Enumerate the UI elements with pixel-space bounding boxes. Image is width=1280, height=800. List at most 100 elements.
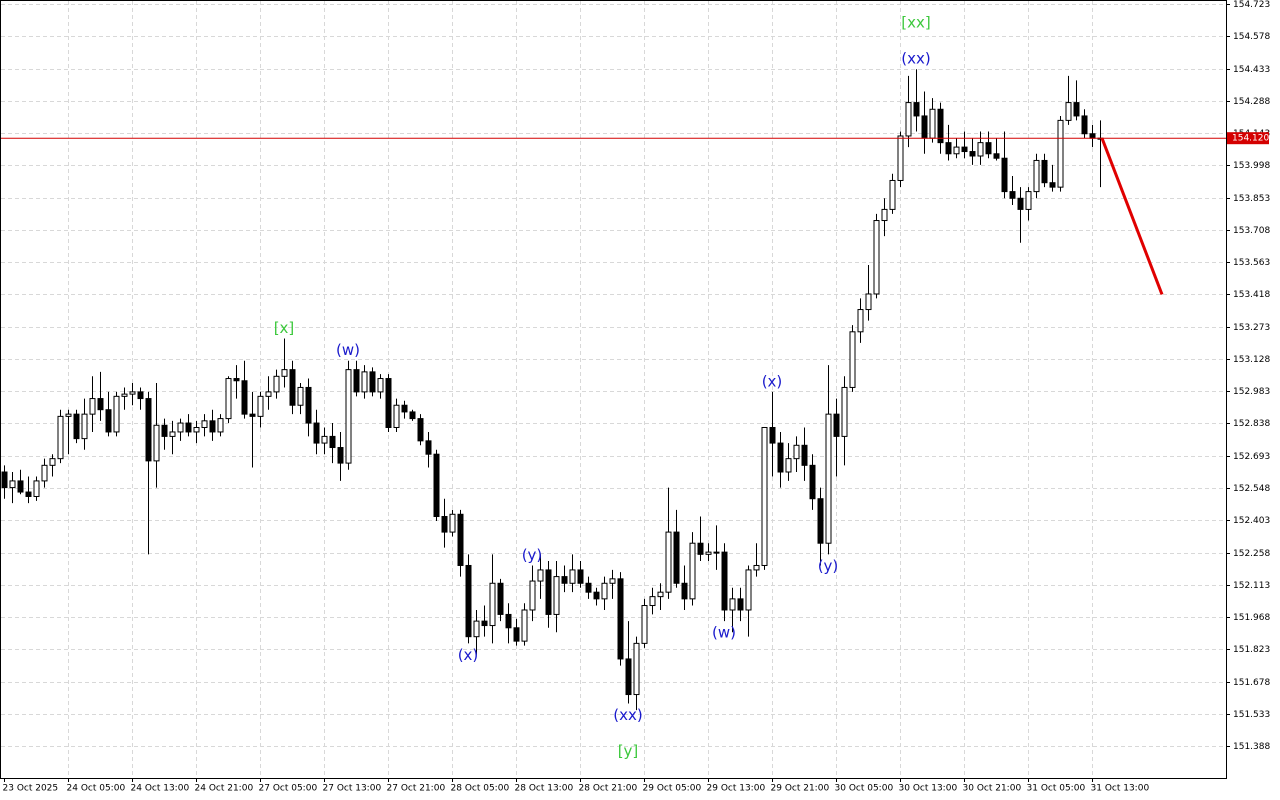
y-tick-label: 151.678 (1233, 678, 1270, 688)
candle-body (441, 516, 448, 533)
x-tick-label: 24 Oct 05:00 (67, 784, 126, 794)
x-tick-label: 27 Oct 21:00 (387, 784, 446, 794)
candle-body (993, 153, 1000, 159)
y-tick-label: 151.388 (1233, 742, 1270, 752)
y-tick-label: 151.968 (1233, 613, 1270, 623)
candle-body (369, 371, 376, 393)
candle-body (753, 564, 760, 571)
y-tick-label: 154.723 (1233, 0, 1270, 10)
candle-body (817, 498, 824, 544)
candle-body (1081, 115, 1088, 135)
candle-body (745, 569, 752, 611)
candle-body (73, 413, 80, 440)
candle-body (641, 605, 648, 644)
candle-body (1, 471, 8, 489)
candle-body (633, 642, 640, 696)
candle-body (897, 135, 904, 181)
y-tick-label: 152.403 (1233, 516, 1270, 526)
candle-body (841, 386, 848, 437)
y-tick-label: 152.258 (1233, 549, 1270, 559)
candle-body (9, 480, 16, 489)
candle-body (1033, 159, 1040, 193)
candle-body (857, 309, 864, 333)
x-tick-label: 30 Oct 13:00 (899, 784, 958, 794)
candle-body (737, 598, 744, 611)
candle-body (97, 398, 104, 411)
y-tick-label: 152.113 (1233, 581, 1270, 591)
candle-body (801, 444, 808, 466)
current-price-label: 154.120 (1232, 134, 1269, 144)
candle-body (953, 146, 960, 155)
candle-body (201, 420, 208, 428)
candle-body (681, 582, 688, 600)
x-tick-label: 29 Oct 13:00 (707, 784, 766, 794)
x-tick-label: 28 Oct 05:00 (451, 784, 510, 794)
candle-body (769, 426, 776, 444)
wave-label: (xx) (613, 706, 642, 724)
candle-body (385, 378, 392, 428)
x-tick-label: 28 Oct 21:00 (579, 784, 638, 794)
candle-body (865, 293, 872, 311)
y-tick-label: 152.548 (1233, 484, 1270, 494)
y-tick-label: 152.838 (1233, 419, 1270, 429)
candle-body (833, 413, 840, 437)
y-tick-label: 154.288 (1233, 97, 1270, 107)
y-tick-label: 154.578 (1233, 32, 1270, 42)
candle-body (561, 576, 568, 584)
candle-body (673, 531, 680, 584)
candle-body (505, 613, 512, 629)
candle-body (929, 108, 936, 139)
candle-body (521, 609, 528, 642)
x-tick-label: 29 Oct 05:00 (643, 784, 702, 794)
candle-body (161, 424, 168, 437)
y-tick-label: 153.418 (1233, 290, 1270, 300)
candle-body (153, 424, 160, 462)
candle-body (609, 578, 616, 584)
candle-body (177, 422, 184, 433)
overlays: [x] (w) (x) (y) (xx) [y] (w) (x) (y) (xx) [xx] (1, 14, 1226, 760)
y-tick-label: 153.708 (1233, 226, 1270, 236)
candle-body (225, 378, 232, 420)
candle-body (321, 435, 328, 444)
candle-body (873, 220, 880, 295)
candle-body (601, 582, 608, 600)
candle-body (537, 569, 544, 582)
candle-body (809, 464, 816, 500)
candle-body (185, 422, 192, 433)
candle-body (705, 551, 712, 555)
candle-body (121, 393, 128, 397)
candle-body (169, 431, 176, 437)
candle-body (825, 413, 832, 544)
candle-body (393, 404, 400, 428)
candle-body (209, 420, 216, 433)
candle-body (257, 395, 264, 417)
candle-body (345, 369, 352, 464)
candle-body (497, 582, 504, 615)
candle-body (137, 391, 144, 400)
x-tick-label: 24 Oct 13:00 (131, 784, 190, 794)
candle-body (25, 491, 32, 497)
candle-body (849, 331, 856, 388)
wave-label: (x) (458, 646, 479, 664)
wave-label: [y] (618, 742, 639, 760)
candle-body (449, 513, 456, 533)
candle-body (569, 569, 576, 584)
candle-body (1073, 102, 1080, 117)
candle-body (233, 378, 240, 382)
candle-body (1025, 191, 1032, 210)
x-tick-label: 31 Oct 05:00 (1027, 784, 1086, 794)
candle-body (281, 369, 288, 377)
x-tick-label: 29 Oct 21:00 (771, 784, 830, 794)
candle-body (265, 391, 272, 397)
wave-label: (w) (336, 341, 360, 359)
candle-body (921, 115, 928, 139)
y-tick-label: 153.853 (1233, 194, 1270, 204)
wave-label: (w) (712, 624, 736, 642)
candle-body (489, 582, 496, 627)
candle-body (433, 453, 440, 518)
candle-body (969, 151, 976, 157)
candle-body (1009, 191, 1016, 199)
